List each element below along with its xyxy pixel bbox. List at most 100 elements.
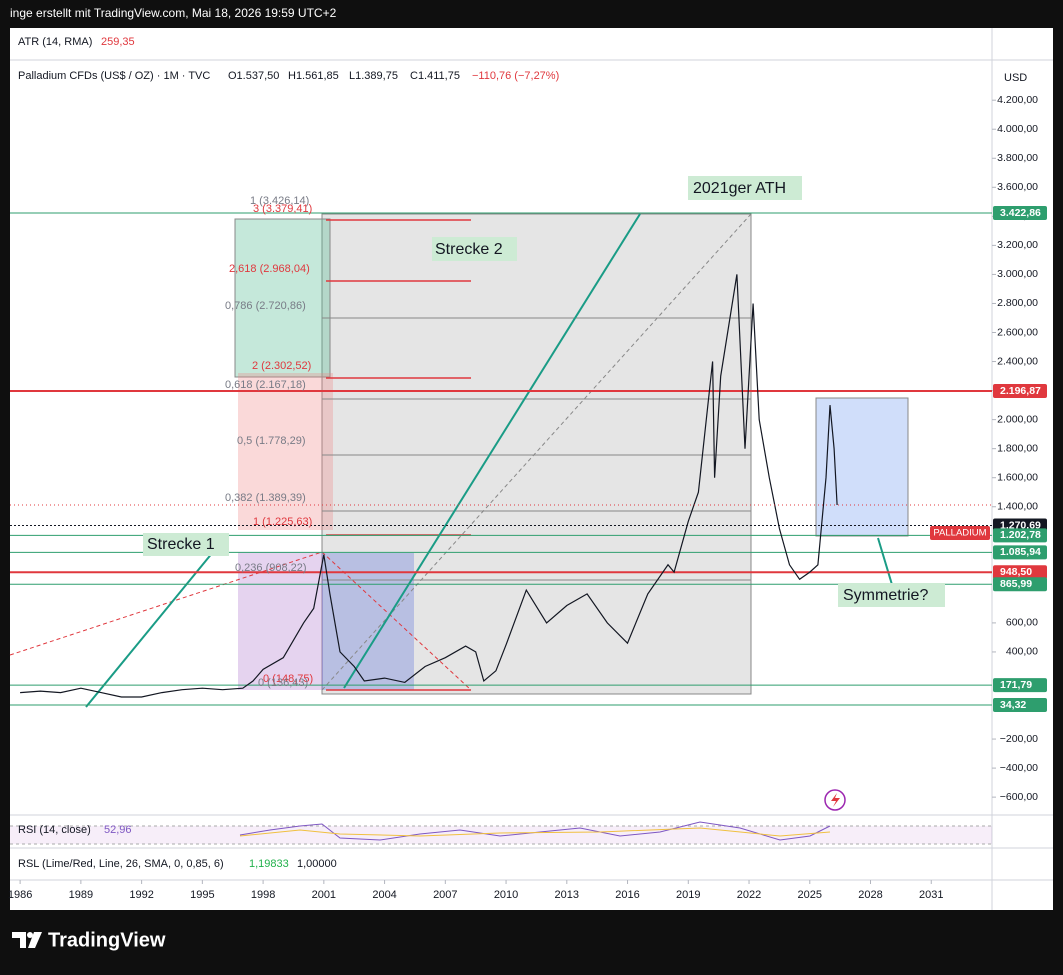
fib-zone <box>238 373 333 530</box>
y-tick-label: 1.600,00 <box>997 471 1038 483</box>
trend-dashed <box>321 551 472 691</box>
low: L1.389,75 <box>349 70 398 82</box>
level-lines <box>10 212 992 706</box>
trend-line <box>85 551 214 708</box>
price-tag-label: 3.422,86 <box>1000 207 1041 219</box>
note: 2021ger ATH <box>693 180 786 197</box>
y-tick-label: 400,00 <box>1006 646 1038 658</box>
logo <box>12 932 42 948</box>
y-tick-label: 2.400,00 <box>997 355 1038 367</box>
x-tick-label: 2010 <box>494 889 518 901</box>
chart-area <box>10 28 1053 910</box>
price-tag-label: 171,79 <box>1000 679 1032 691</box>
x-tick-label: 2019 <box>676 889 700 901</box>
y-tick-label: 3.600,00 <box>997 181 1038 193</box>
x-tick-label: 1989 <box>69 889 93 901</box>
price-tag <box>993 384 1047 399</box>
rsl-level: 1,00000 <box>297 858 337 870</box>
x-tick-label: 2007 <box>433 889 457 901</box>
fib-levels <box>322 317 751 581</box>
fib-label: 0,5 (1.778,29) <box>237 435 306 447</box>
note-box <box>143 533 229 556</box>
note: Symmetrie? <box>843 587 928 604</box>
x-tick-label: 2016 <box>615 889 639 901</box>
note: Strecke 1 <box>147 536 215 553</box>
y-tick-label: 3.000,00 <box>997 268 1038 280</box>
price-line <box>20 274 838 698</box>
rsi-line <box>239 821 831 841</box>
price-tag-label: 2.196,87 <box>1000 385 1041 397</box>
y-tick-label: 2.600,00 <box>997 326 1038 338</box>
x-tick-label: 2004 <box>372 889 396 901</box>
price-tag <box>993 565 1047 580</box>
trend-line <box>343 213 641 689</box>
rsi-ma <box>239 827 831 837</box>
x-tick-label: 2001 <box>312 889 336 901</box>
rsi-name: RSI (14, close) <box>18 824 91 836</box>
close: C1.411,75 <box>410 70 460 82</box>
alert-icon[interactable] <box>824 789 846 811</box>
x-tick-label: 1986 <box>8 889 32 901</box>
price-tag <box>993 545 1047 560</box>
fib-label: 2,618 (2.968,04) <box>229 263 310 275</box>
x-tick-label: 2025 <box>798 889 822 901</box>
trend-dashed <box>321 213 752 691</box>
atr-value: 259,35 <box>101 36 135 48</box>
note-box <box>838 583 945 607</box>
note-box <box>432 237 517 261</box>
trend-dashed <box>9 551 323 656</box>
price-tag-label: 1.085,94 <box>1000 546 1041 558</box>
price-tag <box>993 698 1047 713</box>
y-tick-label: 2.000,00 <box>997 413 1038 425</box>
price-tag-label: 1.270,69 <box>1000 519 1041 531</box>
price-tag-label: 948,50 <box>1000 566 1032 578</box>
fib-label: 0,236 (908,22) <box>235 562 307 574</box>
x-tick-label: 2031 <box>919 889 943 901</box>
symbol-tag <box>930 526 990 541</box>
open: O1.537,50 <box>228 70 279 82</box>
fib-label: 3 (3.379,41) <box>253 203 312 215</box>
x-tick-label: 1998 <box>251 889 275 901</box>
x-tick-label: 2022 <box>737 889 761 901</box>
high: H1.561,85 <box>288 70 339 82</box>
x-tick-label: 1995 <box>190 889 214 901</box>
atr-name: ATR (14, RMA) <box>18 36 92 48</box>
y-tick-label: 3.200,00 <box>997 239 1038 251</box>
fib-label: 1 (3.426,14) <box>250 195 309 207</box>
note-box <box>688 176 802 200</box>
y-tick-label: −400,00 <box>1000 762 1038 774</box>
price-tag <box>993 678 1047 693</box>
price-tag <box>993 206 1047 221</box>
x-tick-label: 2013 <box>555 889 579 901</box>
symbol-tag-label: PALLADIUM <box>933 528 986 539</box>
y-tick-label: 2.800,00 <box>997 297 1038 309</box>
y-tick-label: −200,00 <box>1000 733 1038 745</box>
drawings <box>9 213 909 708</box>
credit: inge erstellt mit TradingView.com, Mai 1… <box>10 6 337 20</box>
change: −110,76 (−7,27%) <box>472 70 559 82</box>
fib-label: 0 (136,43) <box>258 677 308 689</box>
fib-label: 0,786 (2.720,86) <box>225 300 306 312</box>
rsl-name: RSL (Lime/Red, Line, 26, SMA, 0, 0,85, 6… <box>18 858 224 870</box>
note: Strecke 2 <box>435 241 503 258</box>
y-tick-label: 1.400,00 <box>997 501 1038 513</box>
price-tag <box>993 528 1047 543</box>
price-tag-label: 865,99 <box>1000 578 1032 590</box>
x-tick-label: 2028 <box>858 889 882 901</box>
fib-labels: 1 (3.426,14) 3 (3.379,41) 2,618 (2.968,0… <box>225 195 313 689</box>
fib-label: 0 (148,75) <box>263 673 313 685</box>
rsi-band <box>10 826 992 844</box>
trend-line <box>877 537 894 589</box>
currency: USD <box>1004 72 1027 84</box>
alert-icon-bolt <box>831 793 840 807</box>
y-tick-label: 600,00 <box>1006 617 1038 629</box>
symbol: Palladium CFDs (US$ / OZ) · 1M · TVC <box>18 70 210 82</box>
y-tick-label: 1.800,00 <box>997 442 1038 454</box>
x-tick-label: 1992 <box>129 889 153 901</box>
price-tag-label: 1.202,78 <box>1000 529 1041 541</box>
rsi-value: 52,96 <box>104 824 132 836</box>
price-series <box>20 274 838 698</box>
fib-label: 2 (2.302,52) <box>252 360 311 372</box>
